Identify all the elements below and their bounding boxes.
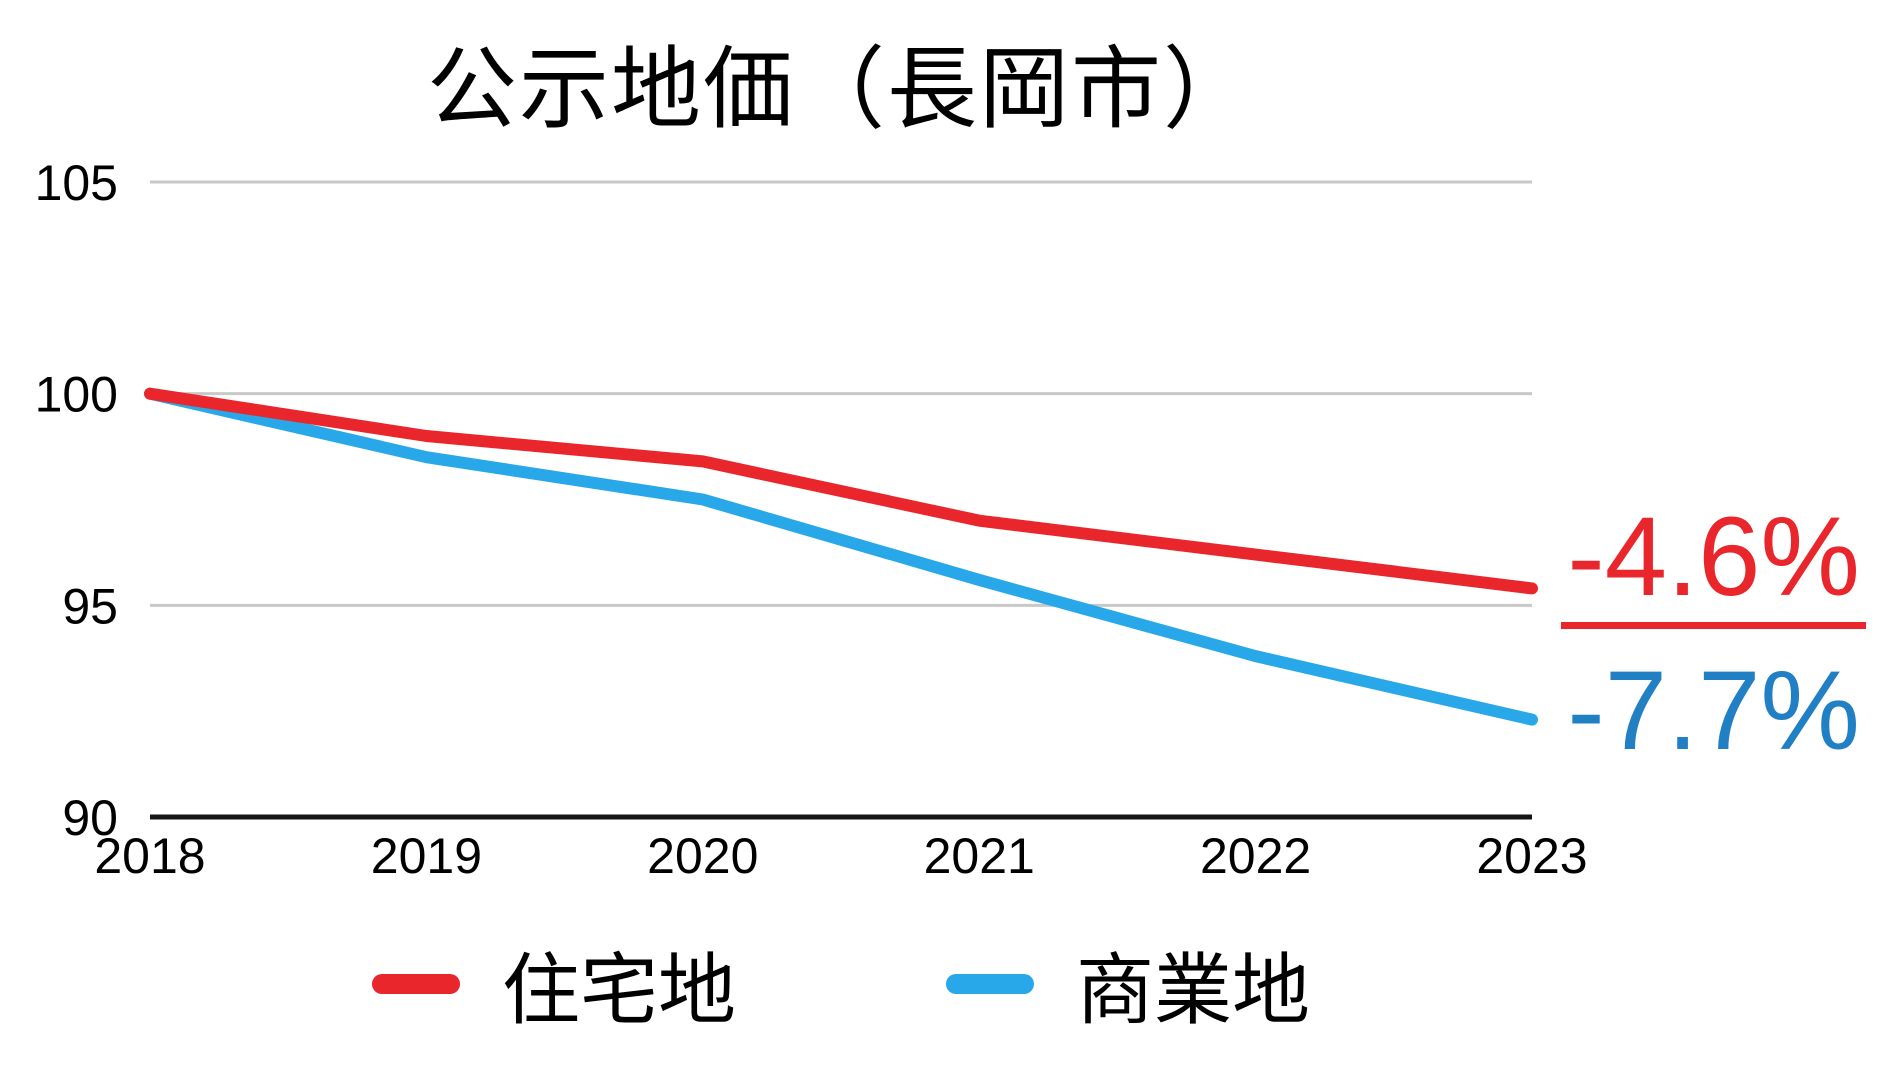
y-axis-labels: 105 100 95 90	[35, 155, 118, 846]
x-tick-2020: 2020	[647, 828, 758, 884]
y-tick-100: 100	[35, 367, 118, 423]
gridlines	[150, 180, 1532, 820]
y-tick-95: 95	[62, 578, 118, 634]
residential-line	[144, 387, 1538, 595]
commercial-line-swatch	[946, 974, 1034, 994]
commercial-line	[144, 387, 1538, 726]
commercial-change-label: -7.7%	[1567, 648, 1860, 773]
commercial-legend-label: 商業地	[1076, 946, 1311, 1034]
legend-item-residential: 住宅地	[371, 928, 736, 1040]
x-tick-2019: 2019	[371, 828, 482, 884]
x-tick-2021: 2021	[924, 828, 1035, 884]
x-tick-2022: 2022	[1200, 828, 1311, 884]
series-lines	[144, 387, 1538, 726]
x-tick-2018: 2018	[94, 828, 205, 884]
x-axis-labels: 2018 2019 2020 2021 2022 2023	[94, 828, 1587, 884]
x-tick-2023: 2023	[1476, 828, 1587, 884]
y-tick-105: 105	[35, 155, 118, 211]
legend-item-commercial: 商業地	[946, 928, 1310, 1040]
residential-line-swatch	[371, 974, 460, 994]
chart-title: 公示地価（長岡市）	[427, 40, 1255, 140]
legend: 住宅地 商業地	[150, 928, 1532, 1040]
residential-legend-label: 住宅地	[501, 946, 736, 1034]
y-tick-90: 90	[62, 790, 118, 846]
residential-change-label: -4.6%	[1561, 498, 1866, 629]
